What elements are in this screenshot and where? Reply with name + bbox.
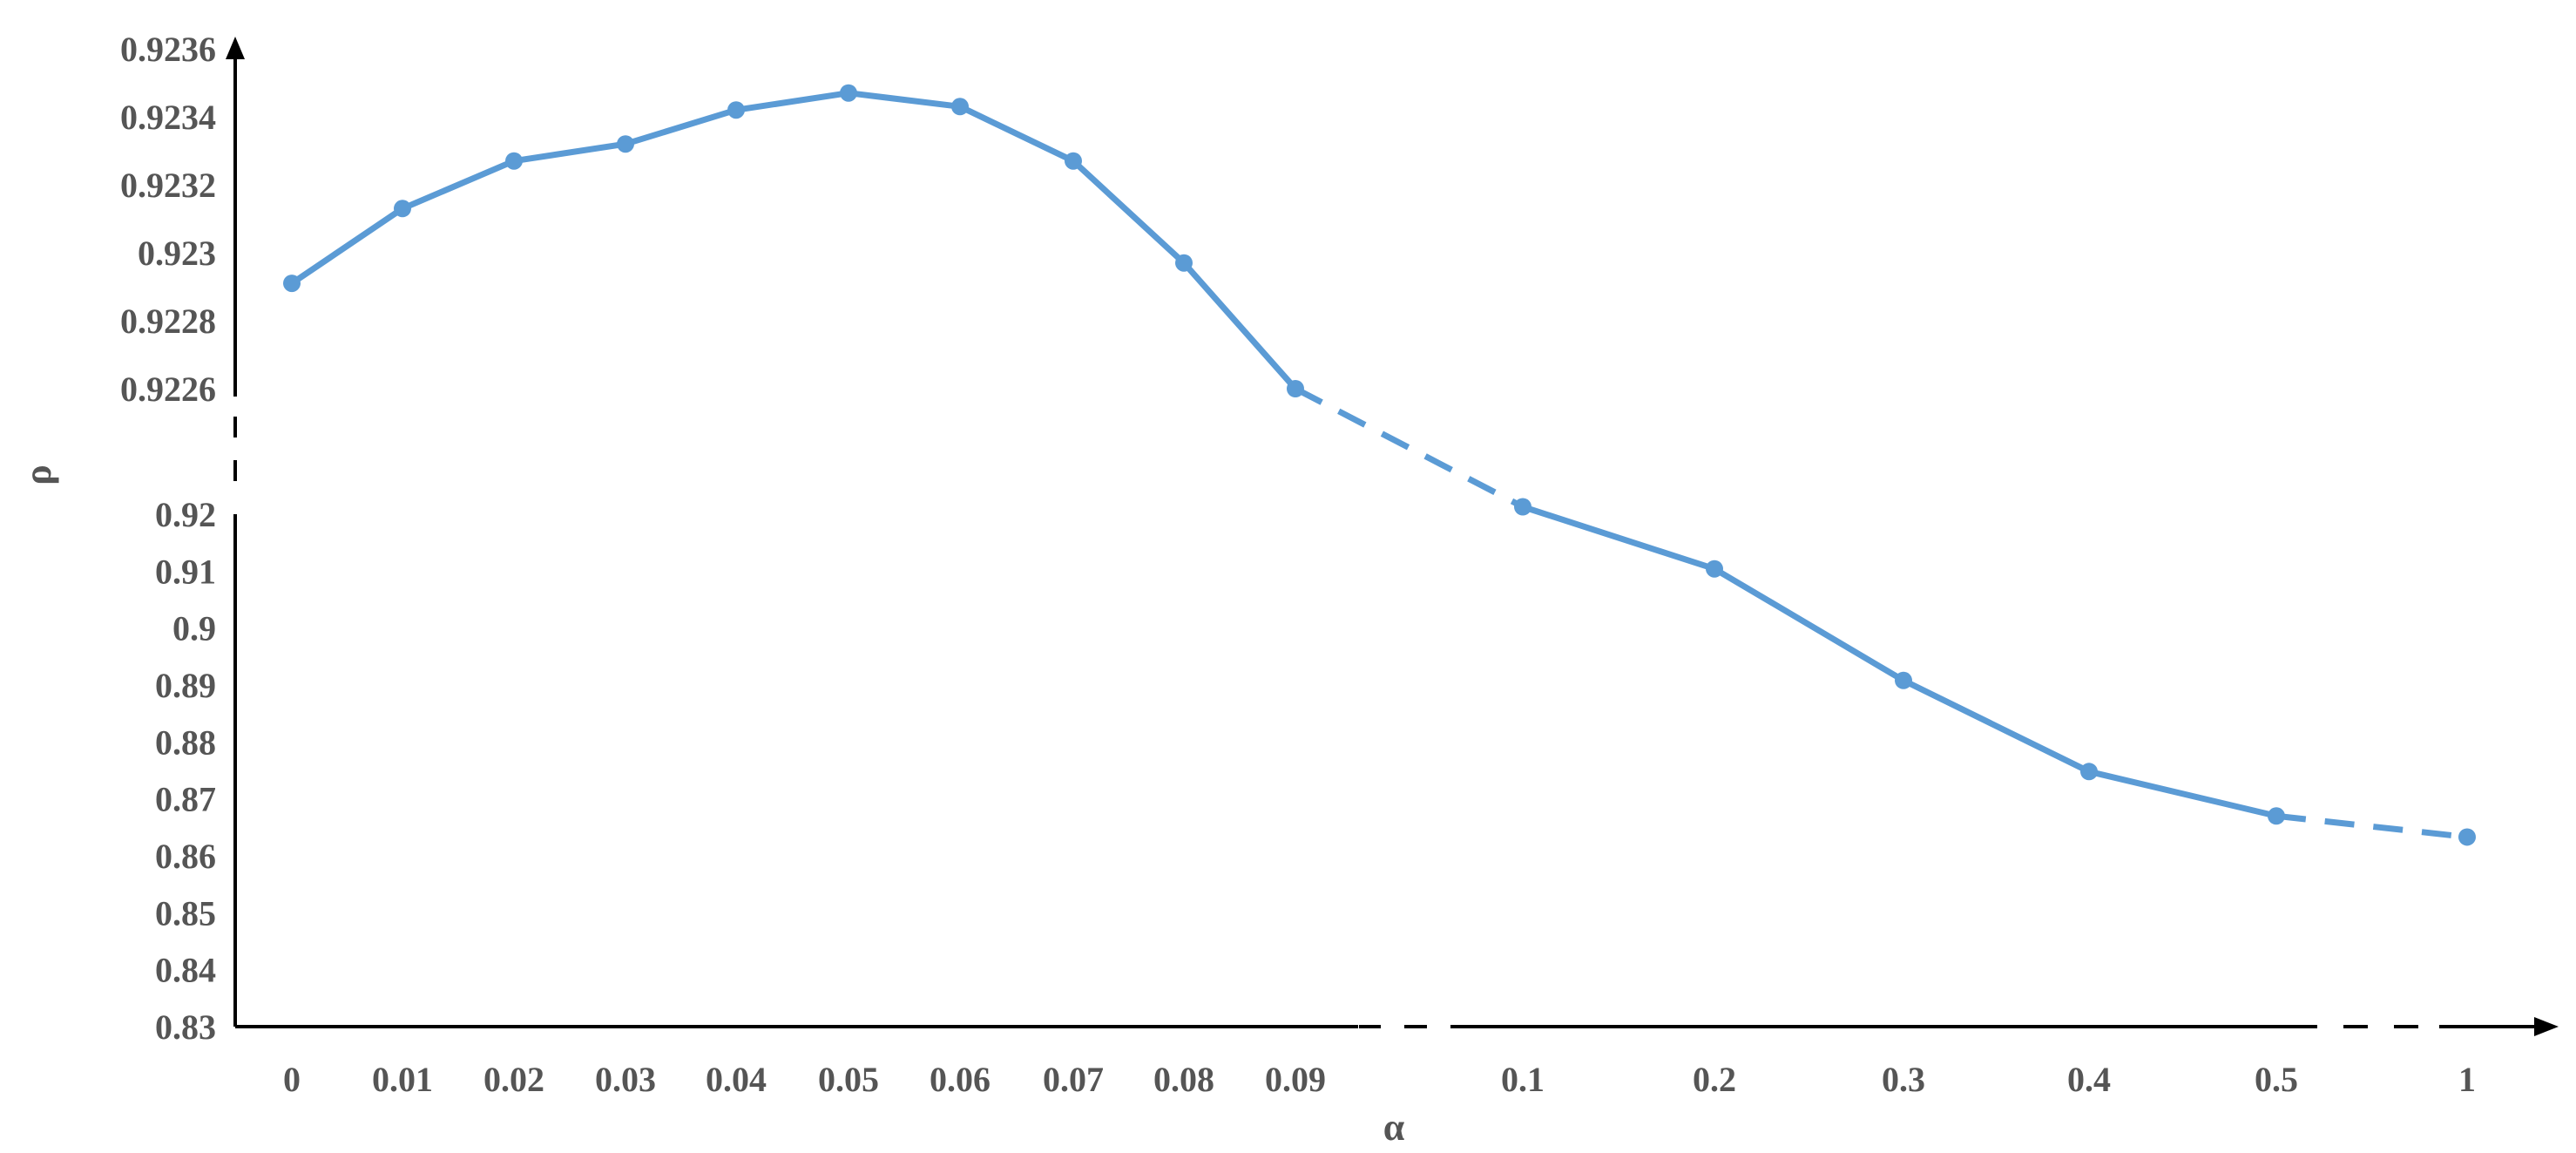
x-tick-label: 0.3: [1882, 1060, 1925, 1099]
data-point-0-05: [840, 84, 857, 102]
y-tick-label: 0.86: [155, 837, 216, 876]
y-tick-label: 0.9234: [120, 98, 216, 137]
data-point-0-2: [1706, 560, 1723, 578]
x-tick-label: 0.5: [2255, 1060, 2298, 1099]
x-axis-title: α: [1383, 1106, 1405, 1149]
series-segment: [957, 103, 1077, 165]
y-tick-label: 0.92: [155, 495, 216, 534]
x-tick-label: 0.2: [1693, 1060, 1736, 1099]
series-segment: [1711, 566, 1907, 684]
y-axis-title: ρ: [17, 465, 59, 485]
y-tick-label: 0.87: [155, 780, 216, 819]
y-tick-label: 0.923: [138, 234, 216, 273]
y-tick-label: 0.89: [155, 666, 216, 705]
data-point-0-5: [2268, 807, 2285, 825]
x-tick-label: 0.07: [1043, 1060, 1104, 1099]
x-tick-label: 0.09: [1265, 1060, 1326, 1099]
tick-labels: 0.9226 0.9228 0.923 0.9232 0.9234 0.9236 0.83 0…: [120, 30, 2476, 1099]
y-tick-label: 0.9236: [120, 30, 216, 69]
data-point-1: [2458, 828, 2476, 846]
data-markers: [283, 84, 2476, 846]
x-tick-label: 0.06: [930, 1060, 991, 1099]
y-tick-label: 0.9228: [120, 302, 216, 341]
series-segment-dashed: [1294, 385, 1525, 510]
data-point-0-4: [2080, 763, 2098, 781]
x-tick-label: 0.02: [483, 1060, 544, 1099]
series-segment: [622, 106, 740, 147]
series-segment: [1070, 158, 1187, 267]
data-point-0-06: [951, 98, 969, 116]
series-segment-dashed: [2275, 812, 2468, 840]
x-tick-label: 0: [283, 1060, 301, 1099]
series-segment: [733, 90, 852, 113]
data-point-0-03: [617, 135, 634, 153]
y-tick-label: 0.88: [155, 722, 216, 762]
x-tick-label: 0.4: [2067, 1060, 2111, 1099]
x-tick-label: 0.03: [595, 1060, 656, 1099]
data-point-0: [283, 275, 301, 293]
x-tick-label: 0.04: [706, 1060, 767, 1099]
x-tick-label: 0.1: [1501, 1060, 1545, 1099]
data-point-0-02: [505, 152, 523, 170]
y-tick-label: 0.83: [155, 1007, 216, 1047]
x-tick-label: 0.01: [372, 1060, 433, 1099]
x-axis-arrow: [2534, 1017, 2559, 1036]
series-segment: [288, 205, 406, 287]
series-segment: [2086, 768, 2280, 819]
series-line-group: [288, 90, 2468, 840]
y-tick-label: 0.9226: [120, 370, 216, 409]
x-tick-label: 0.05: [818, 1060, 879, 1099]
series-segment: [1519, 504, 1718, 573]
data-point-0-07: [1065, 152, 1082, 170]
y-tick-label: 0.84: [155, 951, 216, 990]
series-segment: [1900, 677, 2093, 775]
y-tick-label: 0.9: [172, 609, 216, 648]
data-point-0-01: [394, 200, 411, 218]
x-tick-label: 1: [2458, 1060, 2476, 1099]
data-point-0-04: [727, 101, 745, 119]
x-tick-label: 0.08: [1153, 1060, 1214, 1099]
axes: [226, 37, 2559, 1036]
data-point-0-08: [1175, 254, 1193, 272]
series-segment: [399, 158, 517, 212]
y-tick-label: 0.91: [155, 552, 216, 591]
y-tick-label: 0.9232: [120, 166, 216, 205]
data-point-0-09: [1287, 380, 1304, 397]
series-segment: [845, 90, 963, 110]
y-tick-label: 0.85: [155, 893, 216, 933]
y-axis-arrow: [226, 37, 245, 59]
data-point-0-3: [1895, 671, 1912, 689]
series-segment: [1180, 260, 1299, 392]
series-segment: [510, 140, 629, 165]
data-point-0-1: [1514, 498, 1531, 516]
